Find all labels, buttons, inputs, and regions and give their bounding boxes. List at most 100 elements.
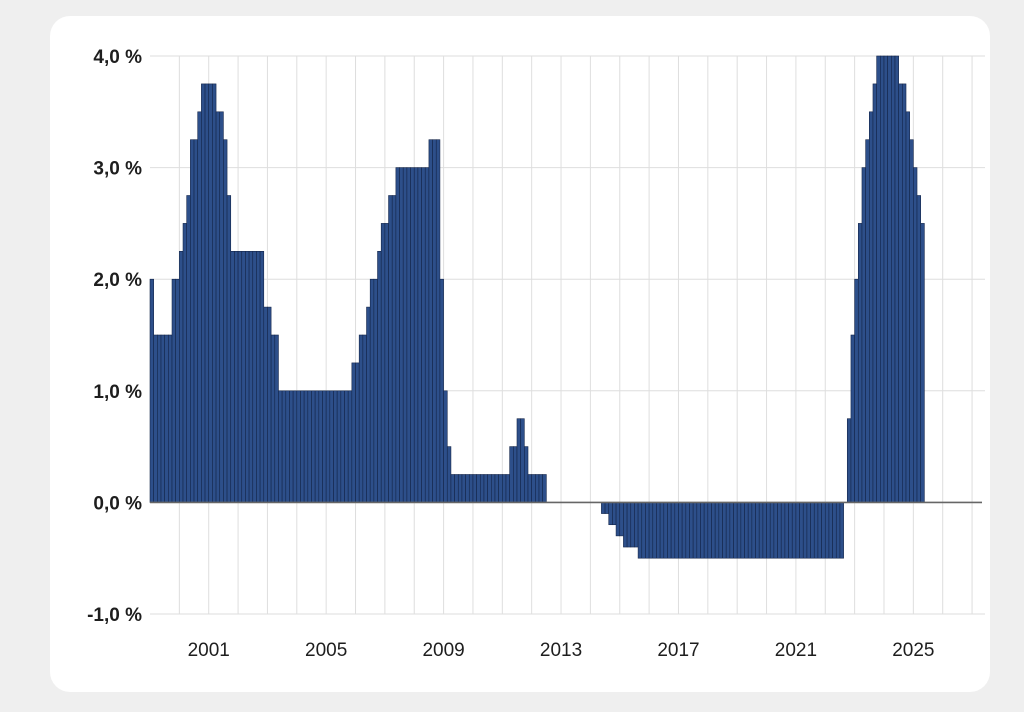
bar [626,502,632,548]
bar [887,55,892,503]
bar [373,278,378,503]
bar [410,167,415,503]
bars [149,55,925,559]
bar [498,474,503,503]
chart-card: 4,0 % 3,0 % 2,0 % 1,0 % 0,0 % -1,0 % 2001 2005… [50,16,990,692]
bar [791,502,797,559]
bar [479,474,485,503]
bar [322,390,327,503]
bar [747,502,753,559]
y-tick-label: -1,0 % [87,605,142,626]
bar [909,139,914,503]
bar [762,502,767,559]
bar [241,251,246,503]
bar [487,474,492,503]
bar [274,334,279,503]
bar [703,502,709,559]
bar [285,390,290,503]
bar [659,502,665,559]
bar [850,334,855,503]
bar [678,502,683,559]
y-tick-labels: 4,0 % 3,0 % 2,0 % 1,0 % 0,0 % -1,0 % [87,47,142,626]
bar [193,139,199,503]
bar [542,474,547,503]
x-tick-label: 2017 [657,640,699,661]
bar [824,502,830,559]
bar [784,502,789,559]
bar [344,390,349,503]
bar [913,167,918,503]
bar [773,502,778,559]
x-tick-label: 2009 [422,640,464,661]
bar [424,167,430,503]
bar [340,390,345,503]
bar [667,502,672,559]
bar [619,502,624,537]
bar [799,502,804,559]
bar [670,502,676,559]
bar [615,502,621,537]
bar [645,502,650,559]
bar [604,502,610,514]
bar [388,195,393,503]
bar [766,502,771,559]
bar [270,334,276,503]
bar [223,139,228,503]
bar [226,195,232,503]
bar [821,502,826,559]
bar [806,502,811,559]
bar [722,502,727,559]
bar [303,390,309,503]
bar [406,167,411,503]
bar [157,334,162,503]
x-tick-label: 2001 [188,640,230,661]
bar [755,502,760,559]
bar [802,502,808,559]
bar [292,390,298,503]
bar [711,502,716,559]
bar [171,278,176,503]
bar [920,223,925,503]
bar [450,474,455,503]
x-tick-labels: 2001 2005 2009 2013 2017 2021 2025 [188,640,935,661]
bar [758,502,764,559]
bar [259,251,265,503]
bar [149,278,154,503]
bar [311,390,316,503]
bar [391,195,397,503]
bar [263,306,268,503]
bar [652,502,657,559]
bar [872,83,877,503]
x-tick-label: 2025 [892,640,934,661]
x-tick-label: 2005 [305,640,347,661]
bar [369,278,375,503]
bar [725,502,731,559]
bar [443,390,448,503]
bar [769,502,775,559]
bar [736,502,742,559]
x-tick-label: 2013 [540,640,582,661]
bar [219,111,224,503]
bar [457,474,463,503]
bar [296,390,301,503]
bar [810,502,815,559]
bar [681,502,687,559]
bar [883,55,888,503]
bar [358,334,364,503]
bar [472,474,477,503]
bar [685,502,690,559]
bar [707,502,712,559]
bar [865,139,870,503]
bar [817,502,822,559]
bar [245,251,250,503]
bar [634,502,639,548]
bar [648,502,654,559]
bar [891,55,896,503]
bar [869,111,874,503]
bar [509,446,514,503]
bar [318,390,323,503]
bar [325,390,331,503]
bar [689,502,694,559]
bar [535,474,540,503]
bar [153,334,158,503]
